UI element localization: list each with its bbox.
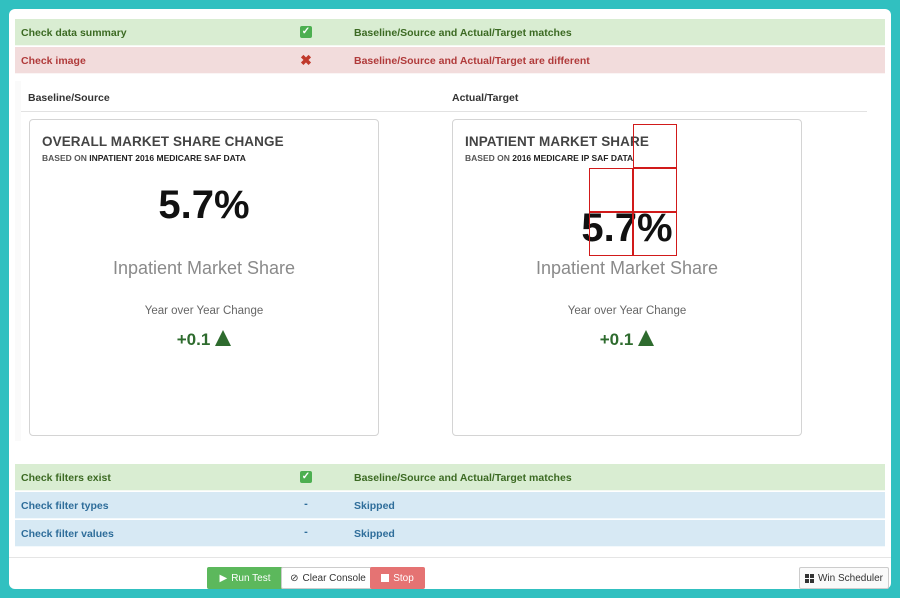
run-test-button[interactable]: ▶ Run Test <box>207 567 283 589</box>
check-name: Check image <box>21 55 86 67</box>
test-results-panel: Check data summary ✓ Baseline/Source and… <box>9 9 891 589</box>
status-skipped: - <box>304 498 308 510</box>
status-skipped: - <box>304 526 308 538</box>
stop-icon <box>381 574 390 582</box>
play-icon: ▶ <box>219 572 228 584</box>
kpi-value: 5.7% <box>581 206 673 250</box>
triangle-up-icon <box>215 330 232 346</box>
check-icon: ✓ <box>300 471 312 483</box>
diff-highlight-box <box>633 124 677 168</box>
baseline-card: OVERALL MARKET SHARE CHANGE BASED ON INP… <box>29 119 379 436</box>
diff-highlight-box <box>633 212 677 256</box>
check-icon: ✓ <box>300 26 312 38</box>
check-row-filter-values: Check filter values - Skipped <box>15 520 885 547</box>
check-row-image: Check image ✖ Baseline/Source and Actual… <box>15 47 885 74</box>
check-message: Baseline/Source and Actual/Target matche… <box>354 27 572 39</box>
triangle-up-icon <box>638 330 655 346</box>
x-icon: ✖ <box>300 52 312 68</box>
check-row-data-summary: Check data summary ✓ Baseline/Source and… <box>15 19 885 46</box>
card-title: OVERALL MARKET SHARE CHANGE <box>42 134 284 149</box>
check-message: Skipped <box>354 528 395 540</box>
check-message: Baseline/Source and Actual/Target are di… <box>354 55 590 67</box>
status-fail: ✖ <box>299 53 313 67</box>
check-name: Check data summary <box>21 27 127 39</box>
button-label: Win Scheduler <box>817 572 884 584</box>
status-pass: ✓ <box>299 25 313 39</box>
check-message: Baseline/Source and Actual/Target matche… <box>354 472 572 484</box>
check-name: Check filters exist <box>21 472 111 484</box>
kpi-label: Inpatient Market Share <box>112 258 296 278</box>
status-pass: ✓ <box>299 470 313 484</box>
diff-highlight-box <box>589 212 633 256</box>
diff-highlight-box <box>589 168 633 212</box>
kpi-value: 5.7% <box>158 183 250 227</box>
stop-button[interactable]: Stop <box>370 567 425 589</box>
button-label: Clear Console <box>302 572 366 584</box>
ban-icon: ⊘ <box>290 572 299 584</box>
card-subtitle: BASED ON INPATIENT 2016 MEDICARE SAF DAT… <box>42 153 246 163</box>
check-name: Check filter types <box>21 500 109 512</box>
check-row-filters-exist: Check filters exist ✓ Baseline/Source an… <box>15 464 885 491</box>
kpi-label: Inpatient Market Share <box>535 258 719 278</box>
button-label: Stop <box>393 572 414 584</box>
actual-card: INPATIENT MARKET SHARE BASED ON 2016 MED… <box>452 119 802 436</box>
check-row-filter-types: Check filter types - Skipped <box>15 492 885 519</box>
change-value: +0.1 <box>453 330 801 350</box>
win-scheduler-button[interactable]: Win Scheduler <box>799 567 889 589</box>
image-comparison: Baseline/Source Actual/Target OVERALL MA… <box>15 81 867 441</box>
change-value: +0.1 <box>30 330 378 350</box>
card-subtitle: BASED ON 2016 MEDICARE IP SAF DATA <box>465 153 634 163</box>
change-label: Year over Year Change <box>567 305 687 317</box>
windows-icon <box>804 573 814 583</box>
baseline-heading: Baseline/Source <box>28 92 110 104</box>
check-name: Check filter values <box>21 528 114 540</box>
clear-console-button[interactable]: ⊘ Clear Console <box>281 567 375 589</box>
button-label: Run Test <box>231 572 271 584</box>
change-label: Year over Year Change <box>144 305 264 317</box>
diff-highlight-box <box>633 168 677 212</box>
actual-heading: Actual/Target <box>452 92 519 104</box>
check-message: Skipped <box>354 500 395 512</box>
card-title: INPATIENT MARKET SHARE <box>465 134 649 149</box>
